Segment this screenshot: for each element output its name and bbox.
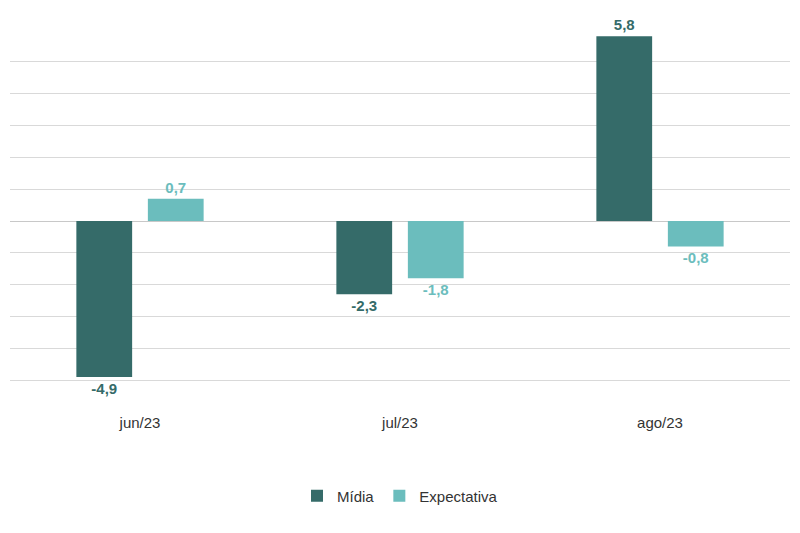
svg-text:-0,8: -0,8 <box>683 249 709 266</box>
svg-text:-4,9: -4,9 <box>91 380 117 397</box>
svg-text:jul/23: jul/23 <box>381 414 418 431</box>
svg-text:Mídia: Mídia <box>337 488 374 505</box>
svg-text:jun/23: jun/23 <box>119 414 161 431</box>
svg-text:ago/23: ago/23 <box>637 414 683 431</box>
svg-text:5,8: 5,8 <box>614 16 635 33</box>
svg-text:-1,8: -1,8 <box>423 281 449 298</box>
svg-text:-2,3: -2,3 <box>351 297 377 314</box>
svg-text:0,7: 0,7 <box>165 179 186 196</box>
svg-text:Expectativa: Expectativa <box>419 488 497 505</box>
